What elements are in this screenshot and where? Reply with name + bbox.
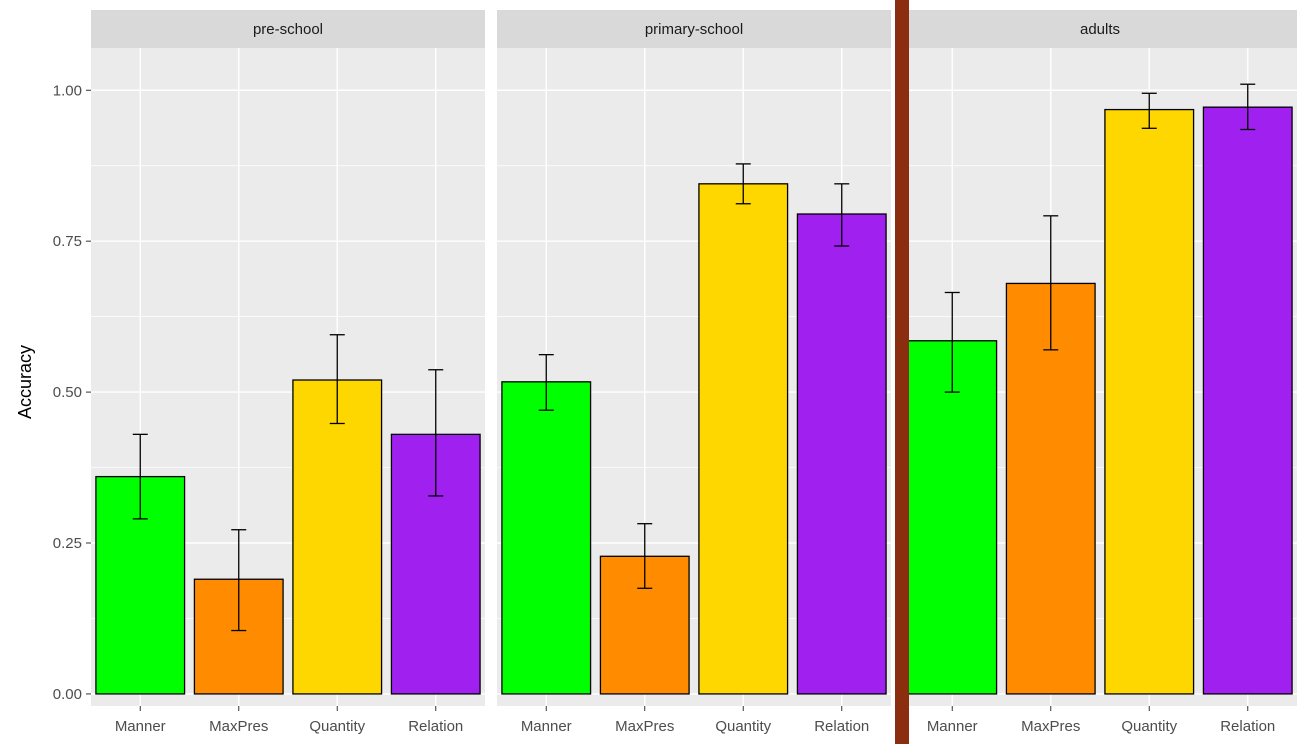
bar-quantity bbox=[698, 183, 789, 695]
bar-relation bbox=[796, 213, 887, 695]
facet-strip bbox=[91, 10, 485, 48]
facet-strip bbox=[497, 10, 891, 48]
y-tick-label: 0.25 bbox=[53, 535, 82, 552]
bar-quantity bbox=[292, 379, 383, 695]
x-tick-label: Manner bbox=[927, 718, 978, 735]
panel-pre-school: pre-school Manner MaxPres Quantity Relation bbox=[91, 10, 485, 735]
panel-divider bbox=[895, 0, 909, 744]
x-tick-label: Quantity bbox=[715, 718, 771, 735]
x-tick-label: MaxPres bbox=[209, 718, 268, 735]
x-tick-label: Relation bbox=[814, 718, 869, 735]
panel-adults: adults Manner MaxPres Quantity Relation bbox=[903, 10, 1297, 735]
y-axis: 0.00 0.25 0.50 0.75 1.00 bbox=[53, 82, 91, 703]
y-tick-label: 0.50 bbox=[53, 384, 82, 401]
facet-strip-label: adults bbox=[1080, 21, 1120, 38]
x-tick-label: Manner bbox=[115, 718, 166, 735]
y-tick-label: 1.00 bbox=[53, 82, 82, 99]
bar-relation bbox=[1202, 106, 1293, 695]
facet-strip bbox=[903, 10, 1297, 48]
facet-strip-label: pre-school bbox=[253, 21, 323, 38]
bar-maxpres bbox=[1005, 282, 1096, 695]
x-tick-label: MaxPres bbox=[1021, 718, 1080, 735]
y-axis-label: Accuracy bbox=[15, 345, 35, 419]
x-tick-label: Quantity bbox=[309, 718, 365, 735]
x-tick-label: Relation bbox=[1220, 718, 1275, 735]
x-tick-label: Quantity bbox=[1121, 718, 1177, 735]
panel-primary-school: primary-school Manner MaxPres Quantity Relat… bbox=[497, 10, 891, 735]
x-tick-label: Relation bbox=[408, 718, 463, 735]
facet-strip-label: primary-school bbox=[645, 21, 743, 38]
x-tick-label: Manner bbox=[521, 718, 572, 735]
bar-manner bbox=[501, 381, 592, 695]
y-tick-label: 0.00 bbox=[53, 686, 82, 703]
y-tick-label: 0.75 bbox=[53, 233, 82, 250]
bar-quantity bbox=[1104, 108, 1195, 695]
bar-manner bbox=[907, 340, 998, 695]
x-tick-label: MaxPres bbox=[615, 718, 674, 735]
